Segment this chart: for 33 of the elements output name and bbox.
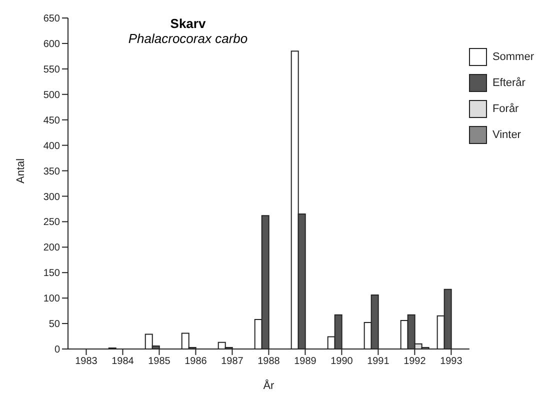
y-axis-title: Antal: [14, 158, 27, 184]
y-tick-label: 250: [43, 217, 60, 228]
x-axis-title: År: [263, 379, 275, 392]
y-tick-label: 300: [43, 192, 60, 203]
x-tick-label: 1993: [440, 356, 463, 368]
x-tick-label: 1992: [404, 356, 426, 368]
x-tick-label: 1988: [258, 356, 280, 368]
x-tick-label: 1984: [112, 356, 134, 368]
y-tick-label: 350: [43, 166, 60, 178]
x-tick-label: 1991: [367, 356, 390, 368]
chart-title: Skarv: [170, 16, 206, 31]
y-tick-label: 50: [48, 319, 60, 330]
y-tick-label: 550: [43, 64, 60, 76]
x-tick-label: 1983: [75, 356, 98, 368]
x-tick-label: 1990: [330, 356, 354, 368]
y-tick-label: 200: [43, 242, 60, 254]
legend-label: Vinter: [492, 129, 521, 141]
text: Phalacrocorax carbo: [128, 31, 248, 46]
legend-label: Efterår: [492, 77, 526, 89]
legend-label: Forår: [492, 103, 519, 115]
legend-label: Sommer: [492, 51, 534, 63]
y-tick-label: 600: [43, 39, 60, 50]
y-tick-label: 0: [54, 344, 60, 356]
x-tick-label: 1989: [294, 356, 317, 368]
y-tick-label: 100: [43, 294, 60, 305]
x-tick-label: 1987: [221, 356, 244, 368]
y-tick-label: 400: [43, 140, 60, 152]
x-tick-label: 1985: [148, 356, 171, 368]
x-tick-label: 1986: [184, 356, 208, 368]
y-tick-label: 150: [43, 268, 60, 280]
y-tick-label: 500: [43, 90, 60, 101]
y-tick-label: 450: [43, 115, 60, 126]
y-tick-label: 650: [43, 14, 60, 25]
